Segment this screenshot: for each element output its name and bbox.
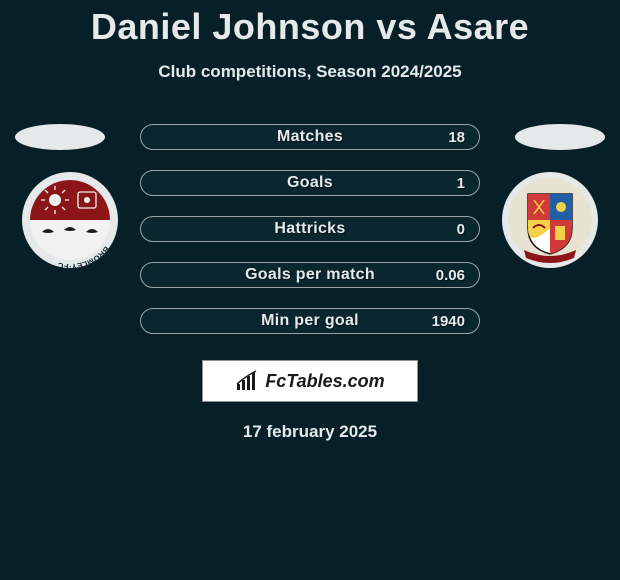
stat-row: Goals 1 (140, 170, 480, 196)
player-right-placeholder (515, 124, 605, 150)
stat-value: 18 (448, 129, 465, 146)
bar-chart-icon (235, 370, 261, 392)
widget-root: Daniel Johnson vs Asare Club competition… (0, 0, 620, 580)
brand-text: FcTables.com (265, 371, 384, 392)
club-crest-left: BROMLEY·FC (20, 170, 120, 270)
player-left-placeholder (15, 124, 105, 150)
season-subtitle: Club competitions, Season 2024/2025 (0, 62, 620, 82)
stat-rows: Matches 18 Goals 1 Hattricks 0 Goals per match… (140, 124, 480, 334)
bromley-crest-icon: BROMLEY·FC (20, 170, 120, 270)
stat-row: Goals per match 0.06 (140, 262, 480, 288)
stat-value: 1 (457, 175, 465, 192)
stat-row: Matches 18 (140, 124, 480, 150)
page-title: Daniel Johnson vs Asare (0, 0, 620, 48)
stat-label: Hattricks (274, 220, 345, 238)
stat-value: 1940 (432, 313, 465, 330)
stat-label: Matches (277, 128, 343, 146)
stat-value: 0.06 (436, 267, 465, 284)
stat-row: Min per goal 1940 (140, 308, 480, 334)
shield-crest-icon (500, 170, 600, 270)
stat-label: Min per goal (261, 312, 359, 330)
stat-label: Goals per match (245, 266, 375, 284)
stat-label: Goals (287, 174, 333, 192)
club-crest-right (500, 170, 600, 270)
brand-box[interactable]: FcTables.com (202, 360, 418, 402)
stat-value: 0 (457, 221, 465, 238)
date-label: 17 february 2025 (0, 422, 620, 442)
stats-area: BROMLEY·FC (0, 124, 620, 334)
stat-row: Hattricks 0 (140, 216, 480, 242)
